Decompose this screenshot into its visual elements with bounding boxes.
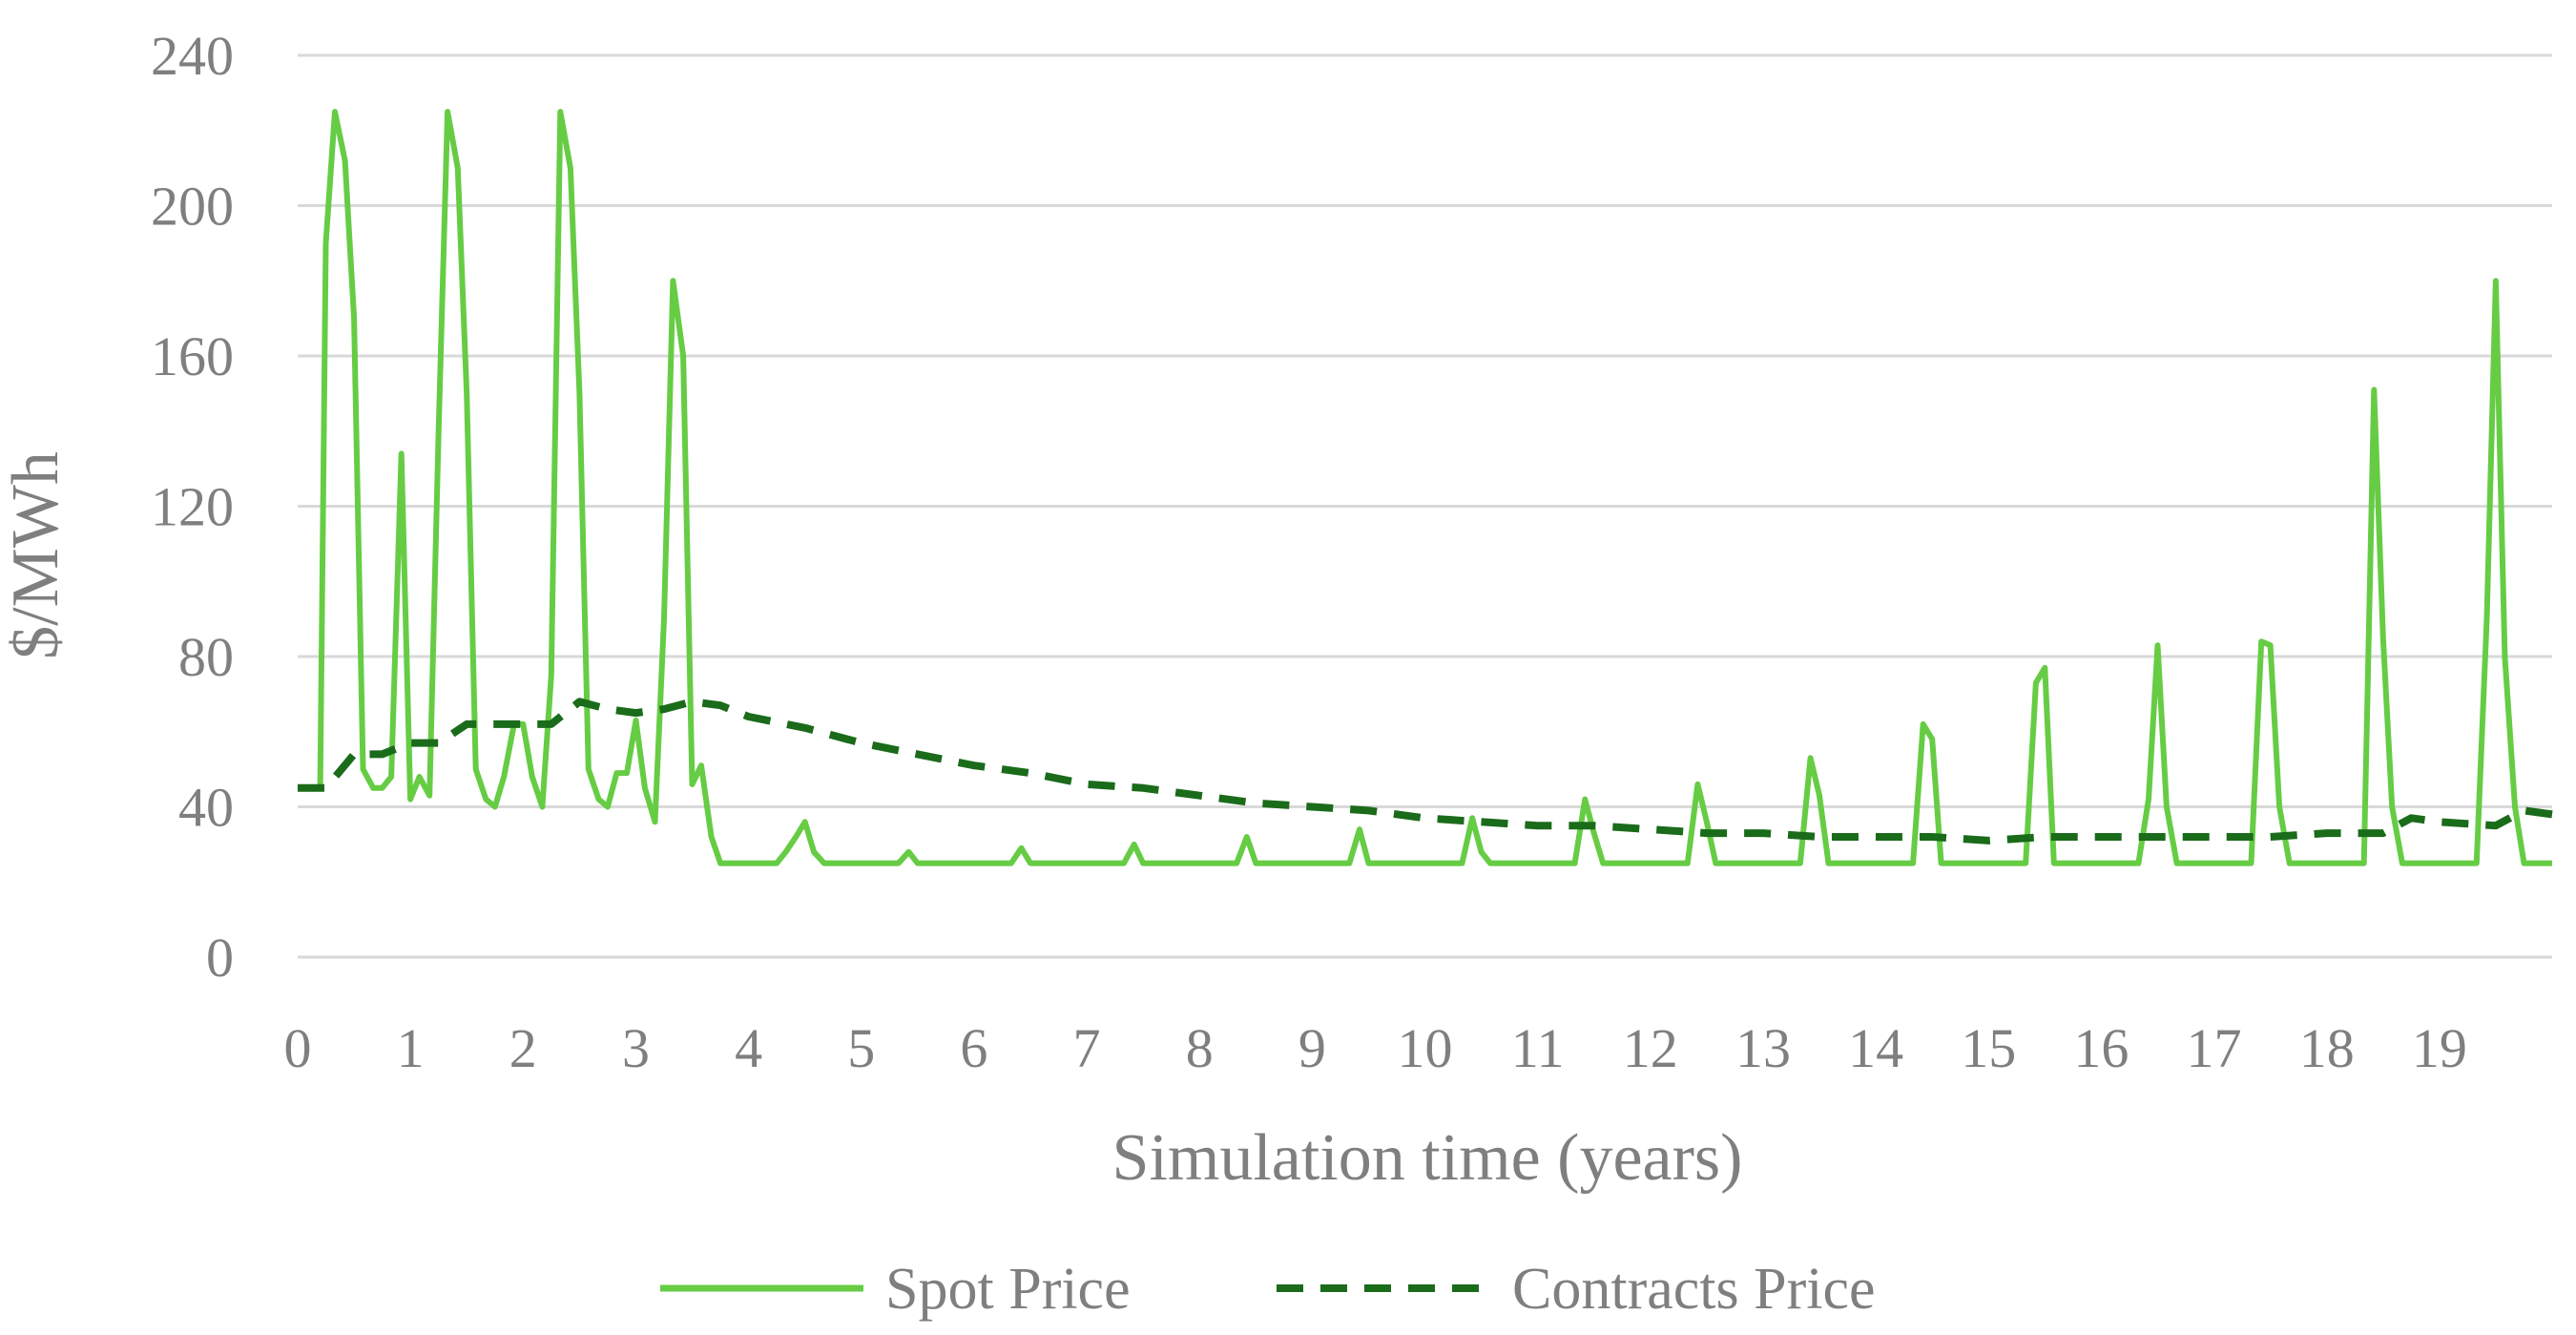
gridlines [298,53,2552,959]
x-tick-label: 11 [1511,1017,1565,1079]
x-tick-label: 5 [847,1017,875,1079]
x-tick-label: 12 [1623,1017,1678,1079]
x-tick-label: 1 [397,1017,425,1079]
x-tick-label: 4 [735,1017,762,1079]
x-tick-label: 7 [1073,1017,1101,1079]
x-tick-label: 15 [1961,1017,2016,1079]
x-axis-title: Simulation time (years) [1112,1121,1743,1195]
x-tick-label: 13 [1735,1017,1791,1079]
x-tick-label: 8 [1186,1017,1214,1079]
x-tick-label: 19 [2412,1017,2467,1079]
x-axis-ticks: 0 1 2 3 4 5 6 7 8 9 10 11 12 13 14 15 16 17 18 19 [284,1017,2467,1079]
legend: Spot Price Contracts Price [660,1257,1876,1322]
series-lines [298,109,2553,866]
x-tick-label: 16 [2073,1017,2129,1079]
x-tick-label: 9 [1298,1017,1326,1079]
x-tick-label: 6 [960,1017,987,1079]
x-tick-label: 0 [284,1017,312,1079]
x-tick-label: 10 [1398,1017,1453,1079]
x-tick-label: 2 [509,1017,537,1079]
y-tick-label: 40 [178,777,234,839]
y-axis-title: $/MWh [0,451,73,659]
x-tick-label: 17 [2187,1017,2242,1079]
series-line-spot-price [298,109,2552,866]
y-tick-label: 240 [151,25,234,87]
y-axis-ticks: 0 40 80 120 160 200 240 [151,25,234,989]
y-tick-label: 120 [151,476,234,538]
series-line-contracts-price [298,698,2553,845]
y-tick-label: 0 [206,927,234,989]
x-tick-label: 14 [1848,1017,1903,1079]
legend-label-contracts-price: Contracts Price [1512,1257,1876,1322]
legend-label-spot-price: Spot Price [885,1257,1131,1322]
x-tick-label: 18 [2299,1017,2355,1079]
y-tick-label: 200 [151,176,234,238]
y-tick-label: 160 [151,325,234,387]
y-tick-label: 80 [178,626,234,688]
x-tick-label: 3 [622,1017,650,1079]
